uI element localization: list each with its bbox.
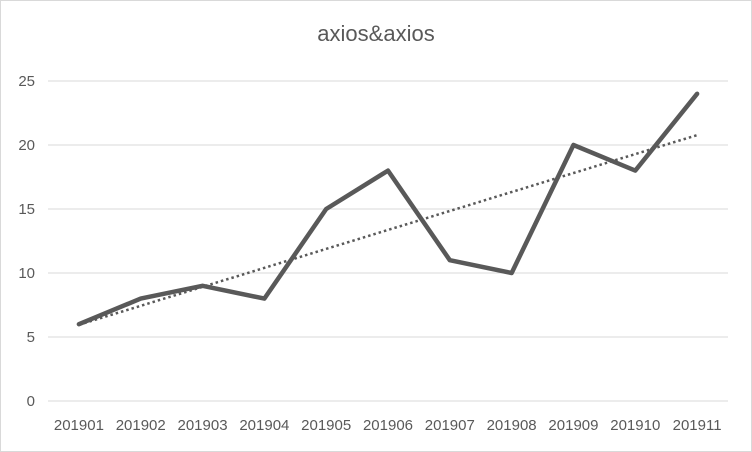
x-tick-label: 201911 <box>673 417 722 434</box>
y-tick-label: 0 <box>27 393 35 410</box>
x-tick-label: 201910 <box>610 417 660 434</box>
trendline <box>78 133 698 326</box>
series-line-0 <box>76 91 700 327</box>
y-tick-label: 5 <box>27 329 35 346</box>
chart-title: axios&axios <box>317 21 435 46</box>
x-tick-label: 201908 <box>487 417 537 434</box>
x-tick-label: 201902 <box>116 417 166 434</box>
x-tick-label: 201904 <box>239 417 289 434</box>
x-tick-label: 201901 <box>54 417 104 434</box>
x-tick-label: 201905 <box>301 417 351 434</box>
y-tick-label: 15 <box>18 201 35 218</box>
x-tick-label: 201903 <box>178 417 228 434</box>
y-tick-label: 25 <box>18 73 35 90</box>
x-tick-label: 201909 <box>548 417 598 434</box>
y-tick-label: 20 <box>18 137 35 154</box>
x-tick-label: 201906 <box>363 417 413 434</box>
x-tick-label: 201907 <box>425 417 475 434</box>
y-tick-label: 10 <box>18 265 35 282</box>
